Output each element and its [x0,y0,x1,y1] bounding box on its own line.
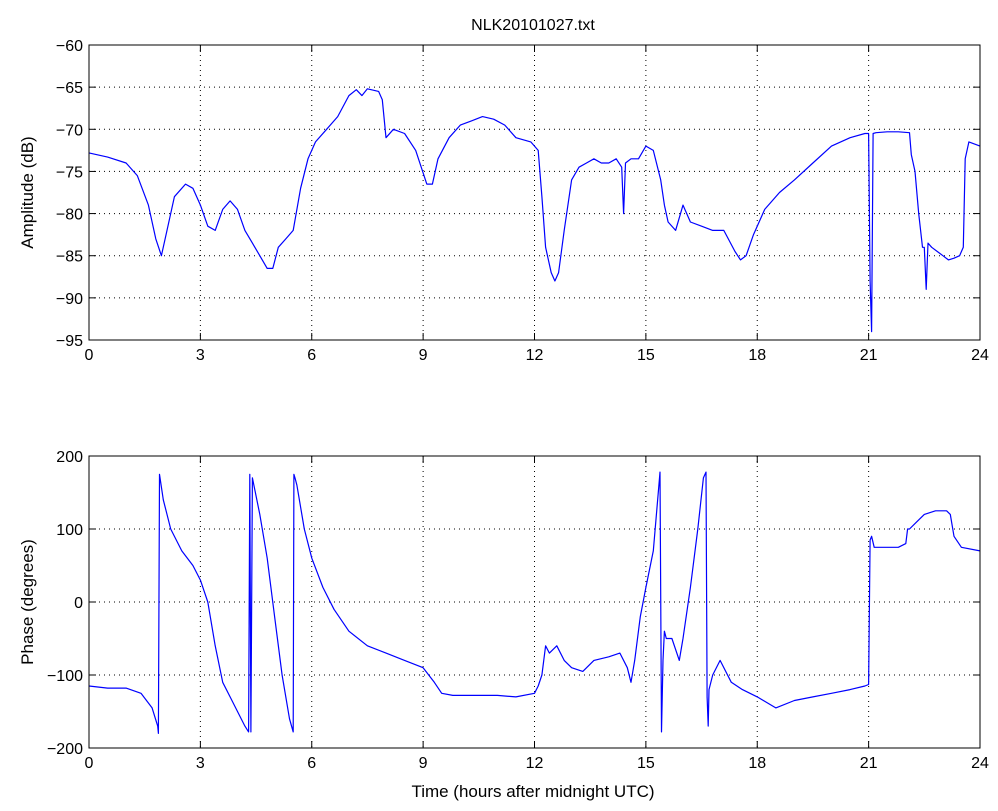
phase-x-tick-label: 9 [419,755,428,772]
amplitude-plot: 0 3 6 9 12 15 18 21 24 −95 −90 −85 −80 −75 −70 −65 −60 Am… [18,38,989,364]
amplitude-y-tick-label: −70 [56,122,83,139]
amplitude-y-tick-label: −90 [56,291,83,308]
amplitude-y-tick-label: −75 [56,164,83,181]
phase-y-tick-label: 100 [56,522,83,539]
phase-y-tick-label: −100 [47,668,83,685]
amplitude-y-tick-label: −60 [56,38,83,55]
phase-x-tick-label: 18 [748,755,766,772]
phase-series-line [88,471,981,735]
amplitude-x-tick-label: 9 [419,347,428,364]
amplitude-y-axis-label: Amplitude (dB) [18,136,37,248]
amplitude-y-tick-label: −95 [56,333,83,350]
x-axis-label: Time (hours after midnight UTC) [411,782,654,801]
phase-x-tick-label: 3 [196,755,205,772]
subplots: 0 3 6 9 12 15 18 21 24 −95 −90 −85 −80 −75 −70 −65 −60 Am… [18,38,989,772]
phase-x-tick-label: 6 [307,755,316,772]
amplitude-series-line [88,88,981,333]
amplitude-x-tick-label: 15 [637,347,655,364]
phase-y-axis-label: Phase (degrees) [18,539,37,665]
phase-y-tick-label: 200 [56,449,83,466]
phase-x-tick-label: 21 [860,755,878,772]
amplitude-y-tick-label: −85 [56,249,83,266]
amplitude-x-tick-label: 24 [971,347,989,364]
amplitude-x-tick-label: 3 [196,347,205,364]
phase-x-tick-label: 24 [971,755,989,772]
amplitude-y-tick-label: −80 [56,207,83,224]
phase-y-tick-label: 0 [74,595,83,612]
amplitude-x-tick-label: 6 [307,347,316,364]
amplitude-x-tick-label: 18 [748,347,766,364]
phase-plot: 0 3 6 9 12 15 18 21 24 −200 −100 0 100 200 Phase (degr… [18,449,989,772]
phase-x-tick-label: 0 [85,755,94,772]
amplitude-x-tick-label: 21 [860,347,878,364]
amplitude-x-tick-label: 12 [526,347,544,364]
phase-x-tick-label: 15 [637,755,655,772]
amplitude-y-tick-label: −65 [56,80,83,97]
amplitude-x-tick-label: 0 [85,347,94,364]
figure-title: NLK20101027.txt [471,17,595,34]
phase-y-tick-label: −200 [47,741,83,758]
phase-x-tick-label: 12 [526,755,544,772]
